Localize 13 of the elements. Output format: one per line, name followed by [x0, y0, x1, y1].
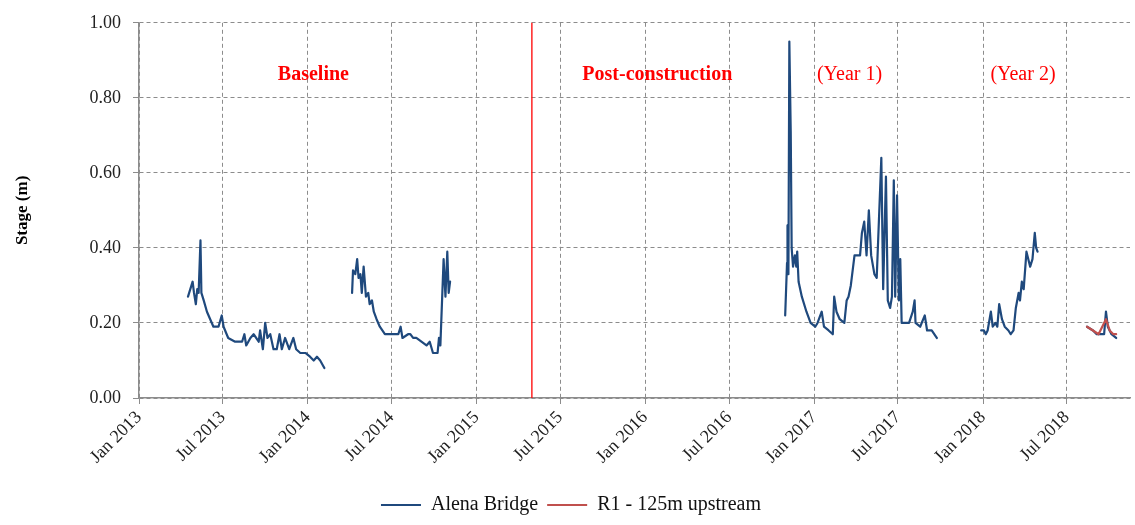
y-tick-label: 0.20: [89, 311, 121, 332]
annotation: Post-construction: [582, 61, 733, 84]
y-tick-label: 0.80: [89, 86, 121, 107]
legend-label: R1 - 125m upstream: [597, 492, 762, 516]
legend-label: Alena Bridge: [430, 492, 539, 516]
y-tick-label: 0.60: [89, 161, 121, 182]
annotation: (Year 2): [990, 61, 1056, 85]
y-tick-label: 0.00: [89, 386, 121, 407]
y-tick-label: 0.40: [89, 236, 121, 257]
y-axis-title: Stage (m): [11, 175, 31, 246]
annotation: Baseline: [277, 61, 350, 84]
annotation: (Year 1): [816, 61, 883, 85]
y-tick-label: 1.00: [89, 11, 121, 32]
